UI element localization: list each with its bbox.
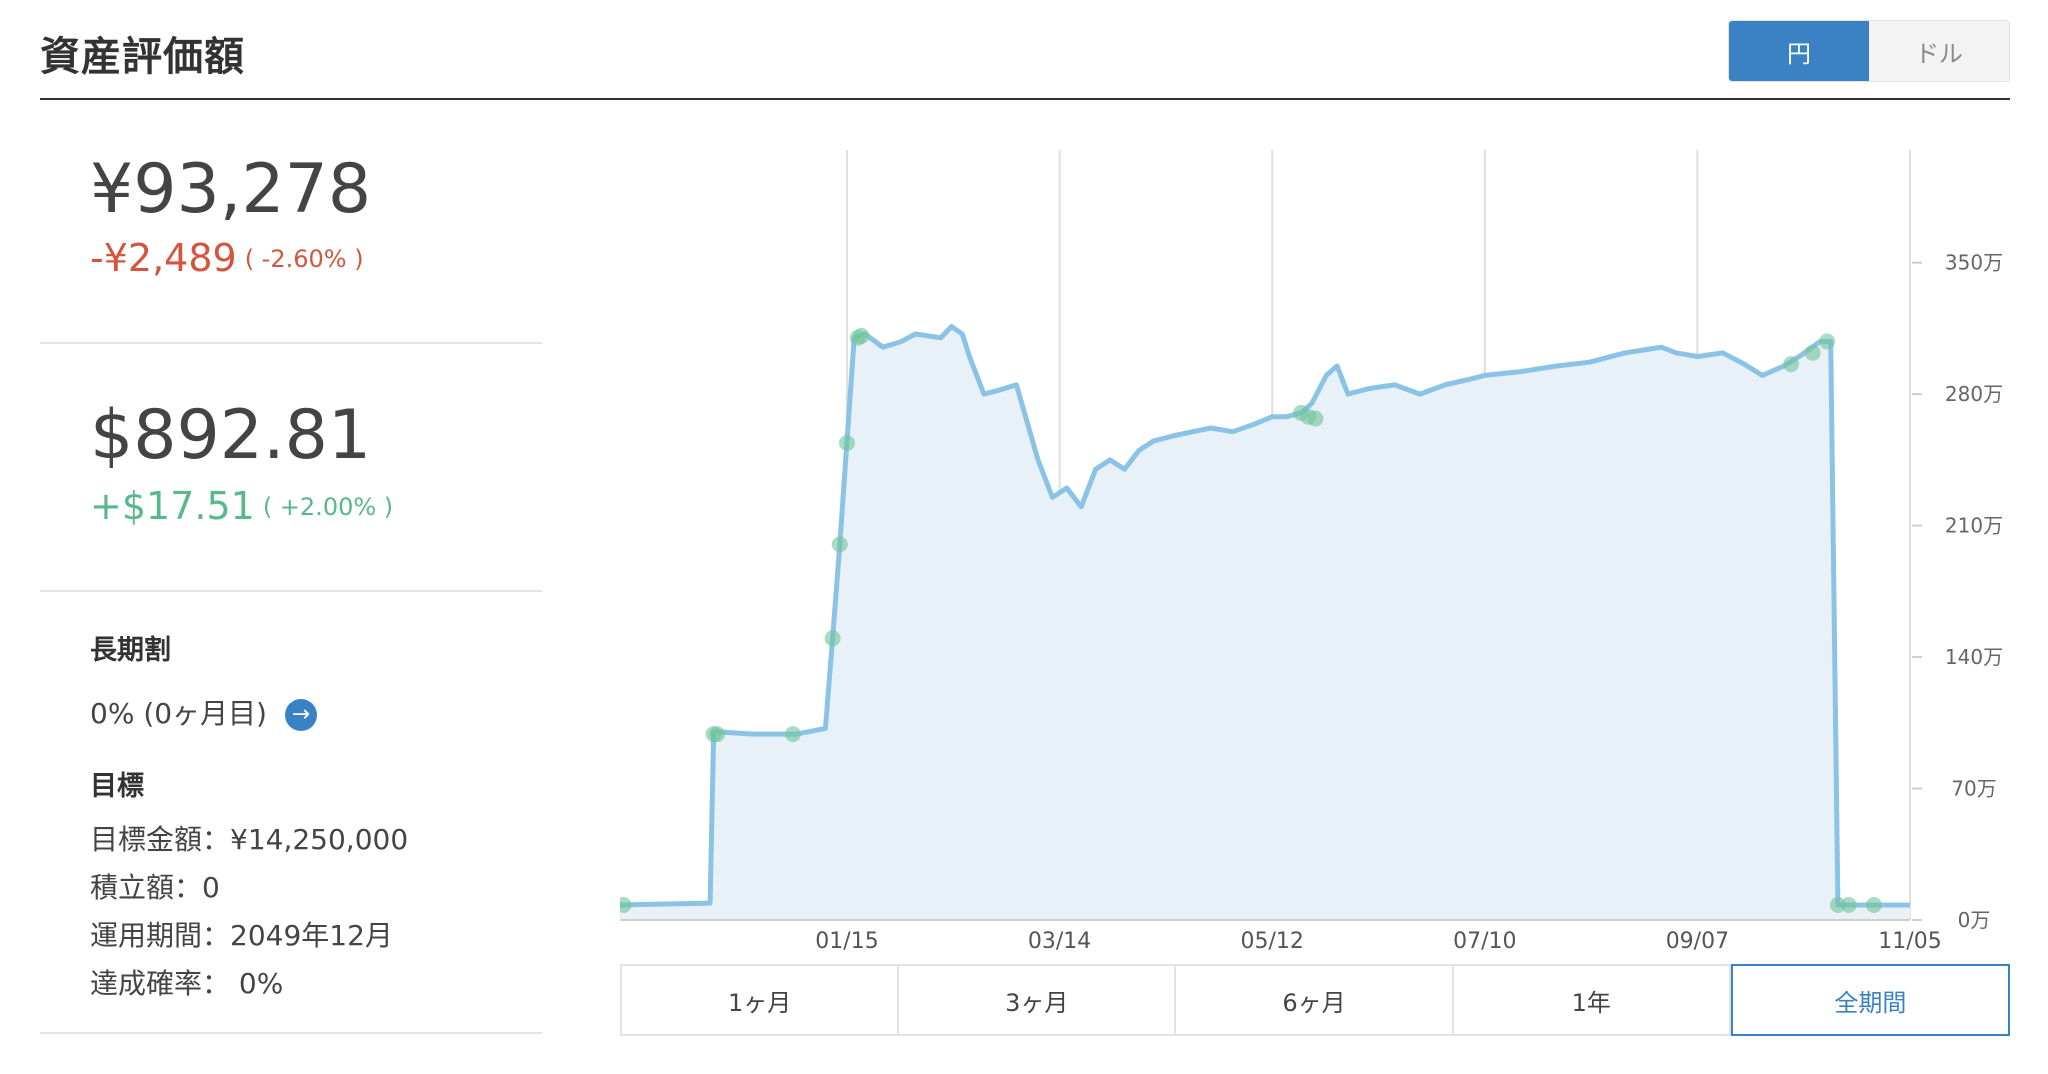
left-panel: ¥93,278 -¥2,489( -2.60% ) $892.81 +$17.5… bbox=[40, 120, 542, 1034]
chart-point bbox=[784, 726, 801, 743]
jpy-change-value: -¥2,489 bbox=[90, 236, 237, 280]
chart-point bbox=[824, 630, 841, 647]
long-term-value: 0% (0ヶ月目) bbox=[90, 697, 267, 730]
currency-toggle: 円 ドル bbox=[1728, 20, 2010, 82]
period-selector: 1ヶ月 3ヶ月 6ヶ月 1年 全期間 bbox=[620, 964, 2011, 1036]
y-tick-label: 140万 bbox=[1945, 645, 2003, 669]
goal-heading: 目標 bbox=[90, 771, 144, 802]
chart-y-axis: 0万 70万 140万 210万 280万 350万 bbox=[1912, 251, 2003, 932]
period-1-month-button[interactable]: 1ヶ月 bbox=[622, 966, 900, 1034]
y-tick-label: 350万 bbox=[1945, 251, 2003, 275]
y-tick-label: 70万 bbox=[1951, 777, 1996, 801]
page-title: 資産評価額 bbox=[40, 34, 245, 80]
chart-point bbox=[1804, 344, 1821, 361]
arrow-right-icon[interactable]: → bbox=[284, 699, 317, 731]
chart-point bbox=[1840, 896, 1857, 913]
jpy-summary: ¥93,278 -¥2,489( -2.60% ) bbox=[40, 120, 542, 344]
usd-change-pct: ( +2.00% ) bbox=[262, 493, 394, 521]
currency-jpy-button[interactable]: 円 bbox=[1729, 21, 1869, 81]
chart-point bbox=[839, 434, 856, 451]
header: 資産評価額 円 ドル bbox=[40, 18, 2010, 100]
asset-chart: 0万 70万 140万 210万 280万 350万 01/15 03/14 05/12 07/… bbox=[620, 150, 2020, 950]
x-tick-label: 05/12 bbox=[1241, 929, 1304, 950]
period-all-button[interactable]: 全期間 bbox=[1730, 964, 2011, 1036]
info-block: 長期割 0% (0ヶ月目) → 目標 目標金額：¥14,250,000 積立額：0… bbox=[40, 592, 542, 1034]
goal-probability: 達成確率： 0% bbox=[90, 967, 284, 1000]
long-term-row: 0% (0ヶ月目) → bbox=[90, 692, 317, 732]
chart-point bbox=[620, 896, 632, 913]
jpy-change: -¥2,489( -2.60% ) bbox=[90, 236, 364, 280]
period-1-year-button[interactable]: 1年 bbox=[1454, 966, 1731, 1034]
usd-summary: $892.81 +$17.51( +2.00% ) bbox=[40, 344, 542, 592]
y-tick-label: 280万 bbox=[1945, 382, 2003, 406]
chart-point bbox=[831, 536, 848, 553]
x-tick-label: 03/14 bbox=[1028, 929, 1091, 950]
x-tick-label: 01/15 bbox=[815, 929, 878, 950]
chart-point bbox=[1783, 356, 1800, 373]
currency-usd-button[interactable]: ドル bbox=[1869, 21, 2009, 81]
chart-point bbox=[1819, 333, 1836, 350]
y-tick-label: 210万 bbox=[1945, 514, 2003, 538]
chart-point bbox=[709, 726, 726, 743]
x-tick-label: 09/07 bbox=[1666, 929, 1729, 950]
period-3-month-button[interactable]: 3ヶ月 bbox=[899, 966, 1177, 1034]
goal-target-amount: 目標金額：¥14,250,000 bbox=[90, 823, 409, 856]
chart-point bbox=[1865, 896, 1882, 913]
asset-chart-svg: 0万 70万 140万 210万 280万 350万 01/15 03/14 05/12 07/… bbox=[620, 150, 2003, 950]
x-tick-label: 11/05 bbox=[1878, 929, 1941, 950]
chart-point bbox=[853, 327, 870, 344]
goal-period: 運用期間：2049年12月 bbox=[90, 919, 393, 952]
x-tick-label: 07/10 bbox=[1453, 929, 1516, 950]
chart-markers bbox=[620, 327, 1882, 913]
usd-change-value: +$17.51 bbox=[90, 484, 255, 528]
y-tick-label: 0万 bbox=[1958, 908, 1991, 932]
chart-area-fill bbox=[620, 326, 1910, 920]
chart-point bbox=[1307, 410, 1324, 427]
usd-change: +$17.51( +2.00% ) bbox=[90, 484, 393, 528]
period-6-month-button[interactable]: 6ヶ月 bbox=[1176, 966, 1454, 1034]
jpy-change-pct: ( -2.60% ) bbox=[244, 245, 364, 273]
goal-saving-amount: 積立額：0 bbox=[90, 871, 220, 904]
chart-x-axis: 01/15 03/14 05/12 07/10 09/07 11/05 bbox=[620, 919, 1942, 950]
jpy-amount: ¥93,278 bbox=[90, 150, 372, 229]
long-term-heading: 長期割 bbox=[90, 635, 171, 666]
usd-amount: $892.81 bbox=[90, 396, 372, 475]
